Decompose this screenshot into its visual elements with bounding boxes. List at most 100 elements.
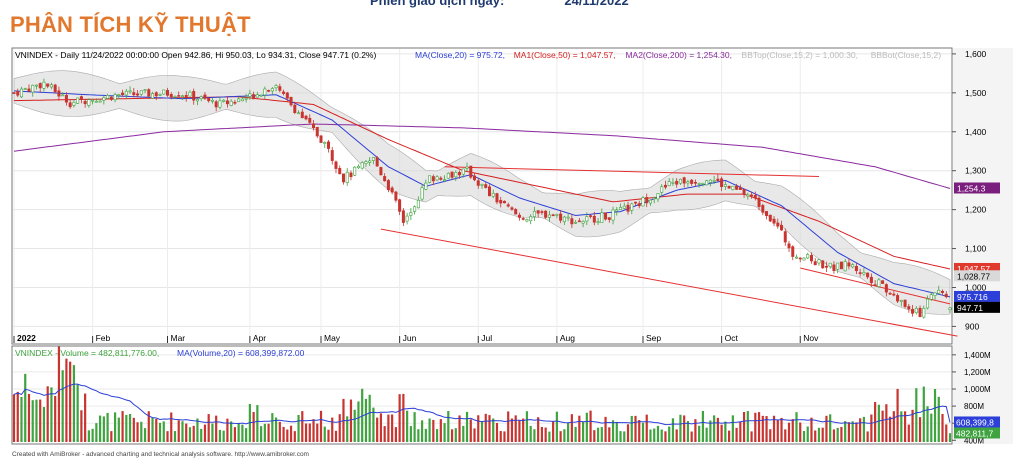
volume-bar (46, 386, 49, 442)
candle-body (390, 187, 394, 193)
volume-bar (477, 415, 480, 442)
volume-bar (132, 417, 135, 442)
candles (12, 78, 952, 319)
volume-bar (203, 424, 207, 442)
candle-body (345, 171, 349, 184)
candle-body (607, 217, 611, 220)
candle-body (559, 213, 563, 221)
volume-bar (791, 419, 794, 442)
page-title: PHÂN TÍCH KỸ THUẬT (10, 12, 251, 37)
candle-body (113, 94, 117, 101)
volume-bar (42, 406, 46, 442)
volume-bar (260, 426, 263, 442)
volume-bar (892, 411, 895, 442)
volume-bar (125, 414, 128, 442)
chart-frame: 1,600 1,500 1,400 1,300 1,200 1,100 1,000 900 20… (10, 45, 1015, 459)
candle-body (38, 83, 42, 89)
volume-tick-label: 800M (964, 402, 984, 411)
volume-bar (31, 400, 34, 442)
trendline (380, 228, 958, 337)
candle-body (83, 100, 87, 105)
volume-bar (334, 430, 338, 442)
volume-bar (327, 429, 330, 442)
volume-bar (649, 429, 652, 442)
candle-body (330, 150, 334, 161)
candle-body (746, 194, 750, 197)
volume-bar (110, 431, 113, 442)
value-tag-bg (954, 182, 1000, 194)
value-tag-label: 1,254.3 (957, 183, 986, 193)
volume-bar (900, 411, 903, 442)
volume-bar (742, 411, 746, 442)
volume-bar (746, 411, 749, 442)
legend-entry: MA(Close,20) = 975.72, (415, 50, 505, 60)
candle-body (813, 261, 817, 266)
candle-body (446, 172, 450, 179)
candle-body (23, 88, 27, 90)
candle-body (214, 101, 218, 108)
candle-body (495, 193, 499, 203)
volume-bar (881, 410, 884, 442)
y-tick-label: 1,100 (965, 244, 987, 254)
candle-body (794, 256, 798, 259)
volume-bar (16, 391, 19, 442)
candle-body (720, 178, 724, 187)
candle-body (487, 186, 491, 197)
volume-tick-label: 1,000M (964, 385, 991, 394)
candle-body (424, 182, 428, 190)
volume-bar (525, 411, 529, 442)
candle-body (57, 90, 61, 97)
candle-body (641, 197, 645, 207)
y-tick-label: 1,000 (965, 282, 987, 292)
candle-body (529, 216, 533, 222)
volume-bar (896, 388, 899, 442)
volume-bar (522, 418, 525, 442)
volume-bar (301, 411, 304, 442)
candle-body (753, 195, 757, 199)
candle-body (738, 187, 742, 190)
volume-bar (140, 421, 143, 442)
candle-body (428, 175, 432, 183)
candle-body (323, 142, 327, 144)
candle-body (731, 185, 735, 190)
candle-body (798, 257, 802, 260)
volume-bar (323, 426, 326, 442)
candle-body (701, 183, 705, 185)
candle-body (166, 90, 170, 96)
candle-body (566, 216, 570, 219)
candle-body (521, 218, 525, 220)
volume-bar (888, 416, 892, 442)
legend-entry: MA2(Close,200) = 1,254.30, (625, 50, 732, 60)
volume-bar (435, 429, 439, 442)
volume-bar (784, 429, 787, 442)
volume-bar (398, 394, 401, 442)
volume-bar (417, 429, 420, 442)
candle-body (791, 246, 795, 257)
candle-body (267, 90, 271, 92)
volume-bar (274, 417, 278, 442)
candle-body (611, 209, 615, 221)
candle-body (944, 293, 948, 298)
volume-bar (832, 429, 836, 442)
x-tick-label: Aug (560, 333, 575, 343)
volume-bar (237, 423, 240, 442)
value-tag-bg (954, 262, 1000, 274)
candle-body (911, 308, 915, 314)
candle-body (405, 215, 409, 222)
candle-body (244, 97, 248, 100)
candle-body (896, 295, 900, 302)
volume-bar (282, 426, 285, 442)
candle-body (132, 92, 136, 96)
candle-body (289, 96, 293, 106)
volume-bar (945, 424, 948, 442)
candle-body (360, 162, 364, 169)
volume-bar (391, 414, 394, 442)
volume-bar (473, 428, 476, 442)
volume-bar (668, 426, 671, 442)
volume-bar (267, 423, 270, 442)
candle-body (544, 210, 548, 218)
volume-bar (907, 424, 910, 442)
candle-body (386, 180, 390, 191)
volume-bar (106, 412, 109, 442)
volume-bar (484, 413, 487, 442)
